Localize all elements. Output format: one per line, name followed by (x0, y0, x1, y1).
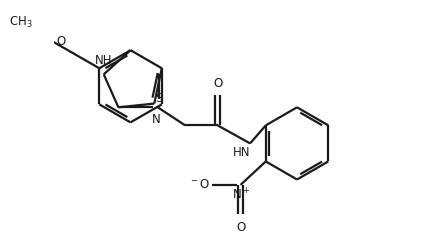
Text: N: N (152, 113, 161, 126)
Text: O: O (213, 77, 222, 90)
Text: $^-$O: $^-$O (189, 178, 210, 191)
Text: HN: HN (233, 146, 250, 158)
Text: S: S (155, 92, 162, 105)
Text: N$^+$: N$^+$ (232, 187, 250, 202)
Text: O: O (56, 35, 66, 48)
Text: CH$_3$: CH$_3$ (9, 15, 33, 30)
Text: O: O (236, 221, 245, 234)
Text: NH: NH (95, 54, 112, 67)
